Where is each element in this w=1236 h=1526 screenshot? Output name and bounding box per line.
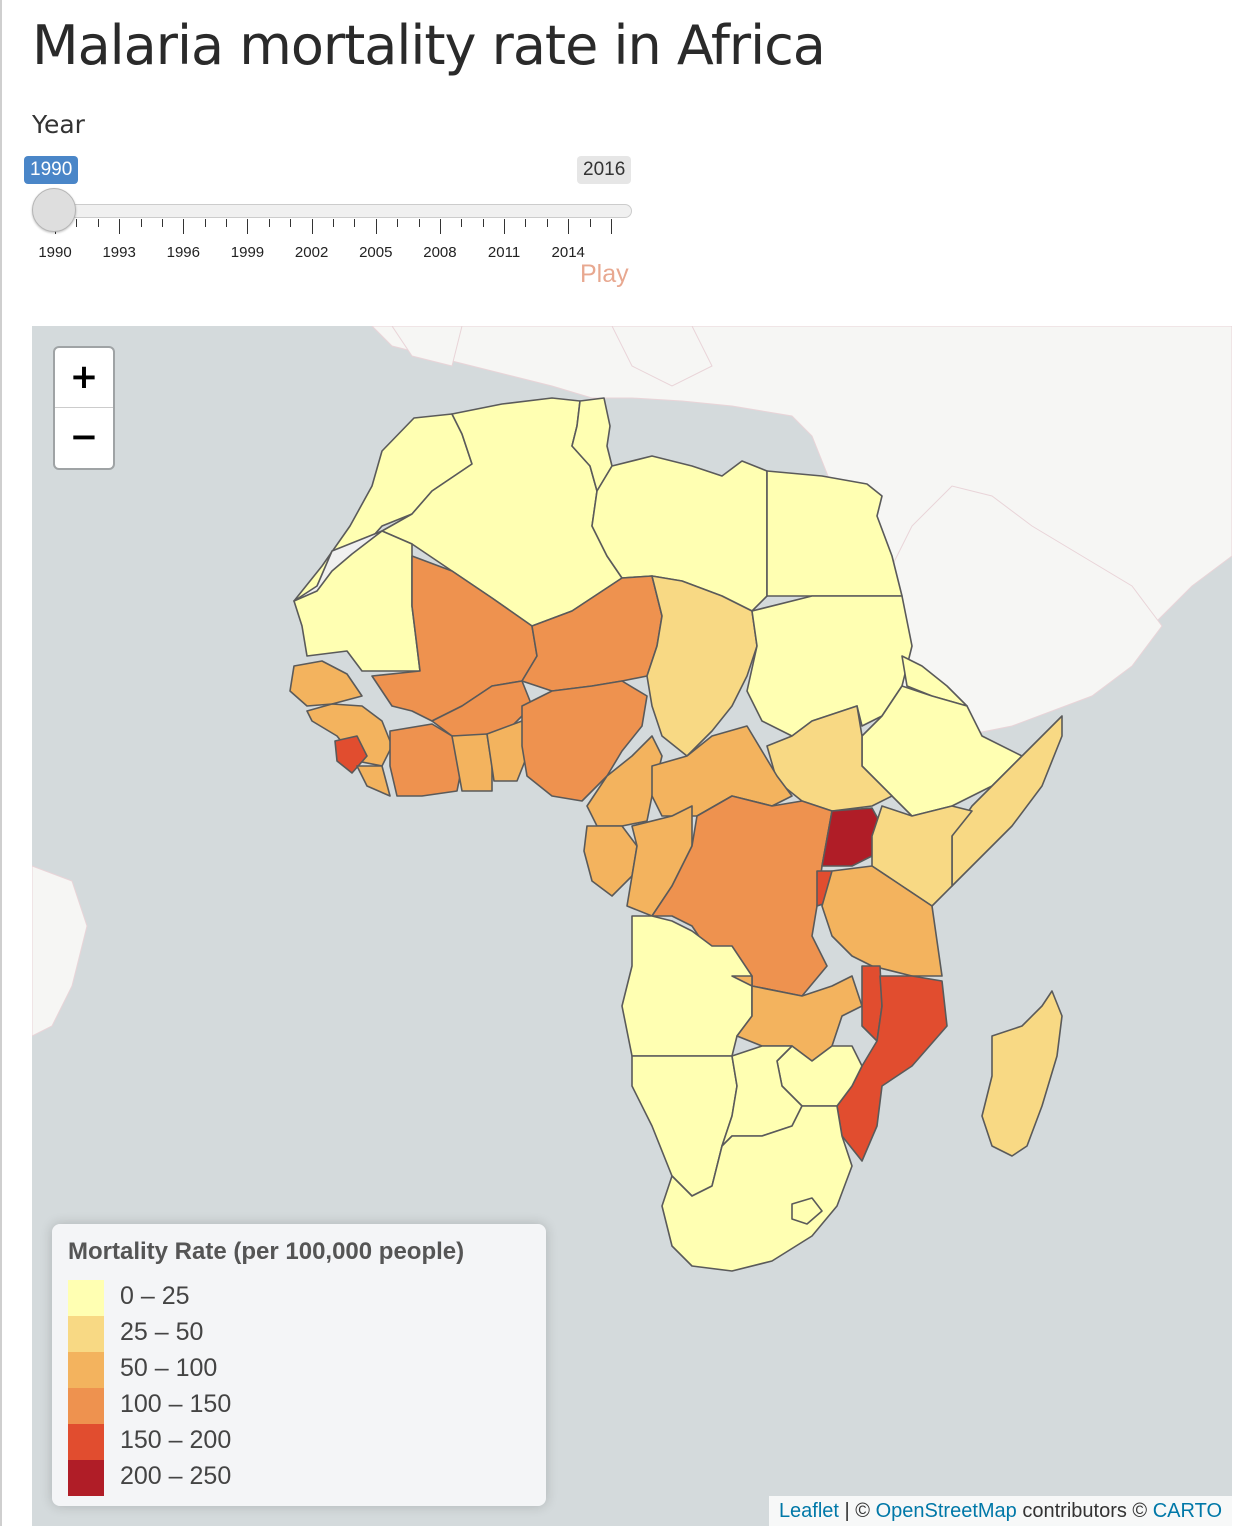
map-legend: Mortality Rate (per 100,000 people) 0 – …	[52, 1224, 546, 1506]
attribution-mid: contributors ©	[1016, 1500, 1153, 1522]
slider-tick	[333, 219, 334, 227]
slider-tick-label: 2005	[359, 244, 393, 261]
country-mozambique	[836, 975, 948, 1162]
legend-swatch	[68, 1424, 104, 1460]
slider-tick-label: 1993	[102, 244, 136, 261]
slider-tick	[525, 219, 527, 227]
slider-tick	[204, 219, 206, 227]
legend-item: 50 – 100	[68, 1352, 508, 1388]
country-ivory-coast	[389, 723, 463, 797]
slider-tick-label: 2002	[294, 244, 329, 261]
map-canvas	[32, 326, 1232, 1272]
slider-tick	[311, 219, 313, 234]
play-button[interactable]: Play	[580, 260, 629, 288]
country-liberia	[356, 765, 391, 797]
legend-swatch	[68, 1352, 104, 1388]
country-sierra-leone	[334, 735, 368, 774]
legend-label: 0 – 25	[120, 1282, 190, 1310]
legend-swatch	[68, 1280, 104, 1316]
background-land	[32, 326, 1232, 1037]
slider-tick	[226, 219, 228, 227]
slider-tick-label: 1996	[166, 244, 200, 261]
country-guinea	[306, 703, 393, 767]
country-central-african-republic	[651, 725, 793, 817]
slider-tick	[140, 219, 142, 227]
slider-tick	[546, 219, 548, 227]
slider-tick	[611, 219, 612, 234]
year-slider-track[interactable]	[40, 204, 632, 218]
legend-item: 200 – 250	[68, 1460, 508, 1496]
page-title: Malaria mortality rate in Africa	[32, 14, 826, 77]
year-slider-label: Year	[32, 110, 85, 139]
slider-tick	[183, 219, 185, 234]
country-gabon	[583, 825, 638, 897]
legend-swatch	[68, 1388, 104, 1424]
country-mauritania	[293, 530, 421, 672]
zoom-out-button[interactable]: −	[69, 417, 99, 457]
slider-tick	[97, 219, 99, 227]
slider-tick	[504, 219, 506, 234]
page-border	[0, 0, 2, 1526]
legend-swatch	[68, 1316, 104, 1352]
slider-tick	[397, 219, 399, 227]
slider-tick	[418, 219, 420, 227]
slider-tick-label: 2014	[551, 244, 585, 261]
slider-tick	[461, 219, 463, 227]
slider-tick-label: 2011	[487, 244, 521, 261]
slider-tick-label: 1999	[230, 244, 265, 261]
country-sudan	[746, 595, 913, 737]
africa-map[interactable]: + − Mortality Rate (per 100,000 people) …	[32, 326, 1232, 1526]
legend-item: 0 – 25	[68, 1280, 508, 1316]
country-borders	[289, 397, 1063, 1272]
country-kenya	[871, 805, 973, 907]
country-senegal	[289, 660, 363, 707]
slider-tick	[375, 219, 377, 234]
legend-label: 50 – 100	[120, 1354, 218, 1382]
country-chad	[646, 575, 758, 757]
attribution-sep: | ©	[839, 1500, 876, 1522]
country-madagascar	[981, 990, 1063, 1157]
legend-title: Mortality Rate (per 100,000 people)	[68, 1238, 465, 1265]
legend-swatch	[68, 1460, 104, 1496]
slider-tick	[247, 219, 249, 234]
slider-tick	[439, 219, 441, 234]
slider-ticks	[0, 219, 700, 239]
slider-tick	[161, 219, 163, 227]
legend-label: 25 – 50	[120, 1318, 204, 1346]
slider-tick	[482, 219, 484, 227]
country-somalia	[951, 715, 1063, 887]
slider-tick	[290, 219, 292, 227]
slider-tick	[354, 219, 356, 227]
slider-tick	[568, 219, 570, 234]
leaflet-link[interactable]: Leaflet	[778, 1500, 839, 1522]
country-egypt	[766, 470, 903, 597]
slider-tick-label: 1990	[38, 244, 72, 261]
carto-link[interactable]: CARTO	[1152, 1500, 1222, 1522]
country-cameroon	[586, 735, 663, 827]
slider-tick	[589, 219, 591, 227]
slider-tick	[119, 219, 121, 234]
zoom-in-button[interactable]: +	[55, 348, 113, 408]
country-tanzania	[821, 865, 943, 977]
slider-value-badge: 1990	[24, 156, 79, 184]
country-south-africa	[661, 1105, 853, 1272]
legend-item: 100 – 150	[68, 1388, 508, 1424]
slider-tick	[76, 219, 78, 227]
map-attribution: Leaflet | © OpenStreetMap contributors ©…	[768, 1496, 1232, 1526]
country-lesotho	[791, 1197, 823, 1225]
legend-label: 150 – 200	[120, 1426, 232, 1454]
country-togo-benin	[486, 720, 528, 782]
country-ghana	[451, 733, 493, 792]
zoom-control: + −	[53, 346, 115, 470]
legend-label: 100 – 150	[120, 1390, 232, 1418]
openstreetmap-link[interactable]: OpenStreetMap	[875, 1500, 1017, 1522]
legend-item: 25 – 50	[68, 1316, 508, 1352]
slider-max-badge: 2016	[577, 156, 632, 184]
slider-tick-label: 2008	[423, 244, 457, 261]
legend-item: 150 – 200	[68, 1424, 508, 1460]
legend-label: 200 – 250	[120, 1462, 232, 1490]
country-nigeria	[521, 680, 648, 802]
year-slider-handle[interactable]	[32, 188, 76, 232]
slider-tick	[268, 219, 270, 227]
